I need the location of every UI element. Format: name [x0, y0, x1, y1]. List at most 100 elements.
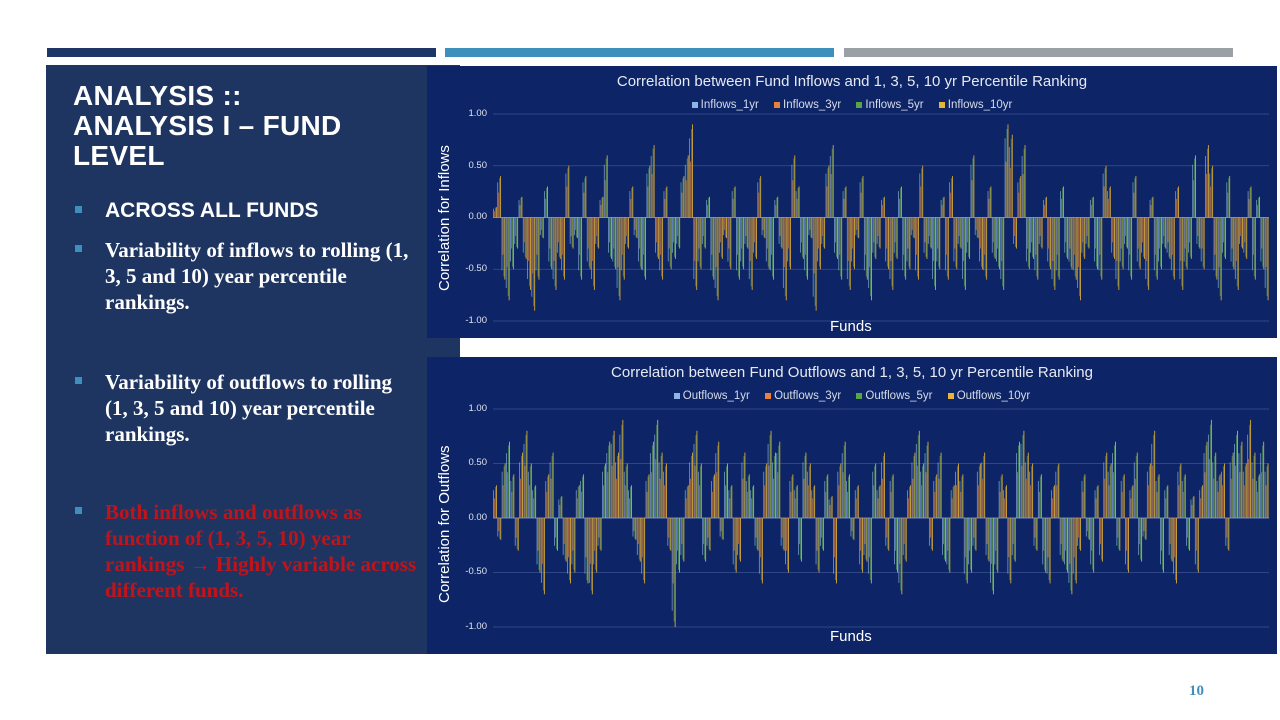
chart-bar	[800, 217, 802, 243]
chart-bar	[899, 188, 901, 218]
chart-bar	[494, 207, 496, 218]
chart-bar	[921, 485, 923, 518]
chart-bar	[1131, 217, 1133, 280]
chart-bar	[892, 474, 894, 518]
chart-bar	[580, 480, 582, 518]
chart-bar	[904, 217, 906, 277]
outflows-chart-plot	[493, 408, 1269, 628]
chart-bar	[628, 490, 630, 518]
chart-bar	[1032, 463, 1034, 518]
chart-bar	[849, 217, 851, 290]
chart-bar	[1218, 476, 1220, 518]
chart-bar	[618, 452, 619, 518]
chart-bar	[1256, 491, 1258, 518]
chart-bar	[917, 217, 918, 277]
chart-bar	[812, 217, 814, 297]
chart-bar	[1250, 186, 1252, 218]
chart-bar	[1158, 217, 1159, 262]
chart-bar	[753, 485, 755, 518]
chart-bar	[569, 518, 570, 581]
chart-bar	[945, 518, 946, 562]
chart-bar	[1086, 518, 1088, 532]
chart-bar	[615, 217, 617, 270]
chart-bar	[644, 217, 646, 277]
bullet-square-icon	[75, 377, 82, 384]
chart-bar	[1264, 471, 1266, 518]
chart-bar	[788, 217, 790, 249]
chart-bar	[1243, 485, 1245, 518]
chart-bar	[493, 211, 495, 218]
chart-bar	[612, 435, 614, 518]
bullet-text: Variability of outflows to rolling (1, 3…	[105, 370, 393, 446]
chart-bar	[958, 463, 959, 518]
chart-bar	[753, 217, 754, 253]
chart-bar	[1237, 217, 1239, 290]
chart-bar	[905, 518, 907, 562]
chart-bar	[652, 441, 654, 518]
chart-bar	[1032, 217, 1034, 257]
chart-bar	[1206, 174, 1207, 218]
chart-bar	[1023, 430, 1025, 518]
chart-bar	[714, 217, 716, 288]
chart-bar	[1103, 462, 1105, 518]
chart-bar	[672, 518, 674, 584]
chart-bar	[1116, 518, 1118, 546]
chart-bar	[748, 217, 750, 280]
chart-bar	[999, 491, 1001, 518]
chart-bar	[545, 198, 546, 218]
chart-bar	[851, 217, 852, 262]
chart-bar	[1112, 217, 1114, 243]
chart-bar	[1227, 192, 1229, 218]
chart-bar	[508, 445, 509, 518]
chart-bar	[802, 217, 804, 259]
chart-bar	[1078, 217, 1079, 268]
chart-bar	[817, 217, 818, 262]
chart-bar	[1019, 178, 1021, 218]
chart-bar	[628, 217, 629, 249]
chart-bar	[840, 217, 842, 277]
chart-bar	[801, 518, 803, 562]
chart-bar	[1105, 455, 1107, 518]
chart-bar	[895, 518, 896, 551]
chart-bar	[868, 518, 870, 558]
chart-bar	[857, 485, 859, 518]
chart-bar	[865, 217, 867, 277]
chart-bar	[1139, 217, 1141, 270]
chart-bar	[691, 455, 693, 518]
chart-bar	[1144, 518, 1146, 539]
chart-bar	[679, 217, 681, 249]
chart-bar	[950, 490, 952, 518]
chart-bar	[742, 217, 744, 267]
chart-bar	[601, 197, 603, 218]
chart-bar	[1141, 217, 1142, 253]
chart-bar	[773, 455, 775, 518]
chart-bar	[964, 217, 966, 290]
chart-bar	[1108, 485, 1110, 518]
chart-bar	[916, 217, 917, 255]
chart-bar	[1017, 182, 1019, 218]
chart-bar	[586, 217, 588, 262]
chart-bar	[1121, 491, 1123, 518]
chart-bar	[976, 217, 978, 238]
chart-bar	[939, 217, 941, 270]
chart-bar	[1128, 217, 1130, 271]
chart-bar	[1121, 217, 1123, 267]
bullet-across-all-funds: ACROSS ALL FUNDS	[73, 198, 418, 224]
chart-bar	[902, 518, 904, 556]
chart-bar	[841, 453, 843, 518]
chart-bar	[1107, 471, 1109, 518]
chart-bar	[909, 486, 911, 518]
chart-bar	[717, 445, 719, 518]
chart-legend: Inflows_1yr Inflows_3yr Inflows_5yr Infl…	[427, 99, 1277, 111]
chart-bar	[799, 518, 801, 545]
chart-bar	[935, 217, 936, 290]
chart-bar	[912, 217, 914, 238]
chart-bar	[554, 518, 555, 546]
chart-bar	[1135, 176, 1137, 218]
chart-bar	[574, 217, 575, 236]
chart-bar	[1005, 486, 1006, 518]
legend-item: Inflows_3yr	[774, 99, 841, 111]
chart-bar	[1064, 217, 1066, 253]
chart-bar	[542, 217, 544, 239]
chart-bar	[712, 476, 714, 518]
